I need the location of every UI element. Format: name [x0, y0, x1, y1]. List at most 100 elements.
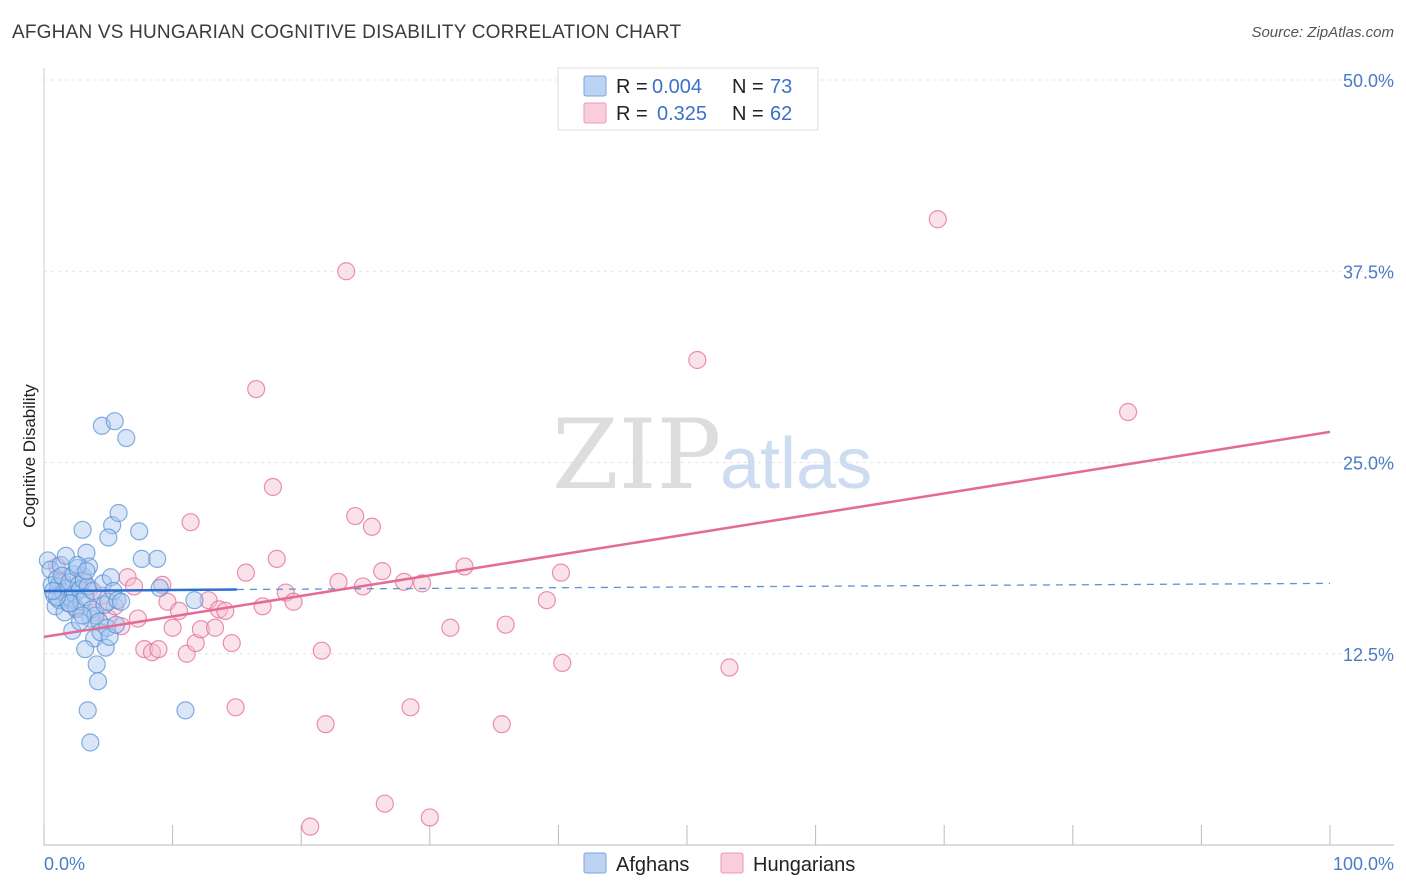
point-afghans-47: [101, 568, 120, 587]
point-hungarians-40: [316, 715, 335, 734]
watermark: ZIP atlas: [552, 399, 872, 511]
point-hungarians-55: [496, 615, 515, 634]
series-hungarians-points: [47, 210, 1138, 836]
legend-hungarians-n-label: N =: [732, 103, 764, 125]
point-hungarians-58: [553, 653, 572, 673]
legend-bottom-afghans-label: Afghans: [616, 854, 689, 876]
legend-hungarians-swatch: [583, 102, 607, 124]
legend-afghans-n-value: 73: [770, 76, 792, 98]
point-hungarians-19: [163, 618, 182, 637]
point-afghans-1: [41, 560, 60, 579]
point-hungarians-29: [222, 633, 241, 653]
point-afghans-66: [185, 591, 204, 610]
point-hungarians-32: [247, 379, 266, 399]
point-hungarians-39: [312, 641, 331, 660]
legend-bottom-hungarians-label: Hungarians: [753, 854, 855, 876]
watermark-zip: ZIP: [552, 399, 721, 511]
point-afghans-64: [150, 578, 169, 598]
point-hungarians-24: [191, 620, 210, 639]
point-hungarians-59: [688, 350, 707, 370]
point-afghans-54: [68, 555, 87, 575]
trend-lines: [43, 430, 1331, 639]
point-hungarians-57: [551, 563, 571, 582]
point-hungarians-45: [362, 517, 382, 536]
point-hungarians-54: [492, 715, 511, 734]
point-hungarians-26: [205, 618, 225, 637]
x-axis-ticks: [43, 825, 1331, 845]
legend-bottom-afghans-swatch: [583, 852, 607, 874]
point-afghans-37: [88, 672, 108, 691]
point-afghans-58: [78, 701, 97, 720]
point-hungarians-61: [928, 210, 947, 229]
trend-afghans-extension: [236, 582, 1331, 591]
y-tick-label-0: 12.5%: [1343, 645, 1394, 665]
y-axis-tick-labels: 12.5% 25.0% 37.5% 50.0%: [1343, 71, 1394, 665]
legend-afghans-r-label: R =: [616, 76, 648, 98]
legend-afghans-n-label: N =: [732, 76, 764, 98]
y-tick-label-3: 50.0%: [1343, 71, 1394, 91]
point-hungarians-60: [720, 658, 739, 677]
point-afghans-56: [73, 606, 92, 625]
point-hungarians-31: [236, 563, 256, 582]
x-tick-label-min: 0.0%: [44, 854, 85, 874]
point-hungarians-25: [199, 591, 218, 610]
legend-afghans-swatch: [583, 75, 607, 97]
point-hungarians-53: [455, 557, 474, 576]
point-hungarians-13: [128, 609, 147, 628]
point-hungarians-50: [412, 574, 432, 593]
legend-afghans-r-value: 0.004: [652, 76, 702, 98]
legend-bottom-hungarians-swatch: [720, 852, 744, 874]
point-afghans-59: [81, 733, 100, 752]
y-tick-label-2: 37.5%: [1343, 262, 1394, 282]
point-hungarians-28: [216, 601, 235, 621]
legend-hungarians-n-value: 62: [770, 103, 792, 125]
point-afghans-72: [117, 428, 136, 448]
point-afghans-36: [87, 655, 106, 674]
point-afghans-25: [73, 520, 92, 539]
point-afghans-71: [77, 562, 96, 581]
point-hungarians-16: [149, 640, 168, 659]
legend-stats: R = 0.004 N = 73 R = 0.325 N = 62: [557, 67, 819, 131]
y-axis-label: Cognitive Disability: [20, 384, 39, 528]
point-afghans-45: [99, 592, 118, 611]
point-afghans-62: [132, 549, 151, 568]
point-afghans-67: [99, 528, 118, 547]
point-afghans-65: [176, 701, 195, 720]
point-hungarians-49: [401, 698, 420, 717]
point-hungarians-56: [537, 591, 556, 610]
trend-afghans: [43, 588, 237, 593]
point-afghans-57: [76, 640, 95, 659]
y-tick-label-1: 25.0%: [1343, 454, 1394, 474]
point-hungarians-43: [346, 506, 365, 526]
point-afghans-28: [77, 543, 96, 562]
point-hungarians-30: [226, 698, 245, 717]
source-label: Source: ZipAtlas.com: [1251, 24, 1394, 41]
legend-hungarians-r-label: R =: [616, 103, 648, 125]
legend-hungarians-r-value: 0.325: [657, 103, 707, 125]
point-afghans-43: [96, 638, 115, 657]
point-afghans-61: [130, 522, 149, 541]
point-hungarians-52: [441, 618, 460, 637]
legend-series: Afghans Hungarians: [583, 852, 855, 876]
point-hungarians-51: [420, 808, 439, 827]
chart-title: AFGHAN VS HUNGARIAN COGNITIVE DISABILITY…: [12, 22, 682, 43]
point-afghans-60: [112, 592, 131, 611]
point-hungarians-47: [375, 794, 394, 813]
point-hungarians-62: [1118, 402, 1138, 422]
point-hungarians-23: [186, 633, 205, 653]
point-hungarians-46: [373, 562, 392, 581]
point-hungarians-34: [263, 477, 283, 497]
point-hungarians-35: [267, 549, 286, 568]
point-hungarians-22: [181, 513, 200, 532]
trend-hungarians: [43, 430, 1331, 639]
point-afghans-50: [105, 412, 124, 431]
point-hungarians-42: [337, 262, 356, 281]
x-tick-label-max: 100.0%: [1333, 854, 1394, 874]
point-hungarians-48: [394, 572, 414, 591]
point-hungarians-38: [301, 817, 320, 836]
watermark-atlas: atlas: [720, 424, 872, 504]
point-afghans-63: [148, 549, 167, 568]
point-hungarians-12: [124, 577, 144, 596]
point-afghans-53: [109, 503, 128, 523]
